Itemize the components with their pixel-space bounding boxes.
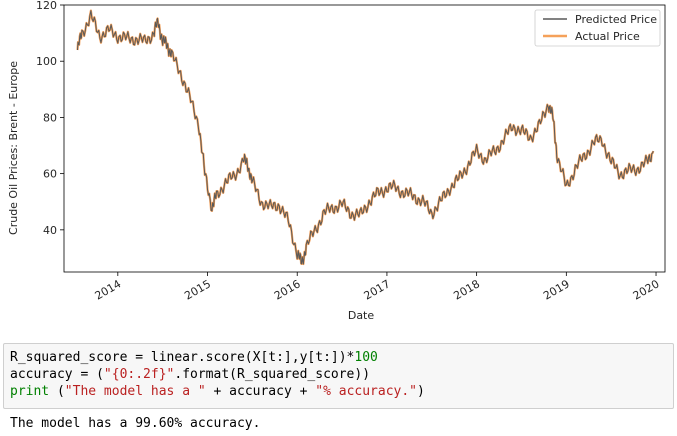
x-tick-label: 2018 <box>451 277 482 302</box>
x-tick-label: 2017 <box>362 277 393 302</box>
y-axis: 40 60 80 100 120 <box>36 0 64 237</box>
code-text: R_squared_score = linear.score(X[t:],y[t… <box>10 350 355 365</box>
chart-area: 40 60 80 100 120 2014 2015 2016 2017 2018 2019 202… <box>7 0 666 322</box>
code-keyword: print <box>10 384 50 399</box>
code-text: ) <box>417 384 425 399</box>
x-tick-label: 2020 <box>631 277 662 302</box>
y-tick-label: 80 <box>43 111 57 124</box>
code-cell[interactable]: R_squared_score = linear.score(X[t:],y[t… <box>3 343 674 409</box>
code-string: "{0:.2f}" <box>103 367 175 382</box>
code-text: + accuracy + <box>205 384 316 399</box>
series-group <box>76 9 655 266</box>
code-line-1: R_squared_score = linear.score(X[t:],y[t… <box>10 349 667 366</box>
plot-frame <box>63 4 666 273</box>
code-string: "% accuracy." <box>315 384 418 399</box>
legend-label-predicted: Predicted Price <box>575 13 657 26</box>
code-line-3: print ("The model has a " + accuracy + "… <box>10 383 667 400</box>
y-tick-label: 120 <box>36 0 57 12</box>
legend-label-actual: Actual Price <box>575 30 640 43</box>
code-string: "The model has a " <box>64 384 206 399</box>
x-tick-label: 2016 <box>272 277 303 302</box>
code-text: .format(R_squared_score)) <box>174 367 371 382</box>
y-tick-label: 100 <box>36 55 57 68</box>
series-line-predicted-price <box>77 10 654 265</box>
code-text: ( <box>49 384 65 399</box>
y-axis-label: Crude Oil Prices: Brent - Europe <box>7 61 20 235</box>
x-tick-label: 2015 <box>182 277 213 302</box>
code-text: accuracy = ( <box>10 367 104 382</box>
x-axis: 2014 2015 2016 2017 2018 2019 2020 <box>93 272 662 303</box>
x-tick-label: 2019 <box>541 277 572 302</box>
code-number: 100 <box>354 350 378 365</box>
x-tick-label: 2014 <box>93 277 124 302</box>
cell-output: The model has a 99.60% accuracy. <box>10 416 261 431</box>
code-line-2: accuracy = ("{0:.2f}".format(R_squared_s… <box>10 366 667 383</box>
y-tick-label: 60 <box>43 168 57 181</box>
price-chart: 40 60 80 100 120 2014 2015 2016 2017 2018 2019 202… <box>7 0 666 322</box>
legend: Predicted Price Actual Price <box>534 9 661 47</box>
y-tick-label: 40 <box>43 224 57 237</box>
x-axis-label: Date <box>348 309 375 322</box>
